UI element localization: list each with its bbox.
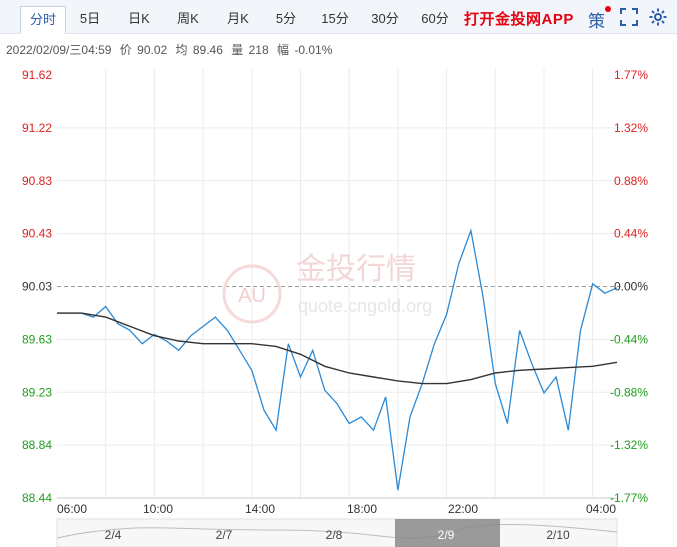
watermark-url: quote.cngold.org <box>298 296 432 316</box>
watermark: AU 金投行情 quote.cngold.org <box>222 252 432 324</box>
change-value: -0.01% <box>294 43 333 57</box>
x-axis: 06:00 10:00 14:00 18:00 22:00 04:00 <box>57 497 617 516</box>
strategy-button[interactable]: 策 <box>588 6 611 32</box>
tab-15min[interactable]: 15分 <box>321 11 349 26</box>
y-tick-label-right: -1.77% <box>610 491 648 505</box>
tab-5day[interactable]: 5日 <box>79 11 101 26</box>
y-tick-label-right: -0.44% <box>610 332 648 346</box>
gear-icon <box>649 8 667 26</box>
watermark-brand: 金投行情 <box>296 252 416 287</box>
tab-weekly-k[interactable]: 周K <box>177 11 199 26</box>
tab-30min[interactable]: 30分 <box>371 11 399 26</box>
y-tick-label-left: 90.03 <box>22 280 52 294</box>
settings-button[interactable] <box>648 7 668 32</box>
y-tick-label-right: 0.44% <box>614 227 648 241</box>
y-tick-label-right: 0.00% <box>614 280 648 294</box>
y-tick-label-left: 88.44 <box>22 491 52 505</box>
notification-dot-icon <box>605 6 611 12</box>
x-tick-label: 18:00 <box>347 502 377 516</box>
avg-label: 均 <box>175 43 188 57</box>
tab-monthly-k[interactable]: 月K <box>227 11 249 26</box>
fullscreen-button[interactable] <box>620 8 638 31</box>
watermark-logo-icon <box>222 264 282 324</box>
x-tick-label: 22:00 <box>448 502 478 516</box>
date-navigator[interactable]: 2/4 2/7 2/8 2/9 2/10 <box>56 518 618 547</box>
quote-info-row: 2022/02/09/三04:59 价 90.02 均 89.46 量 218 … <box>6 41 337 58</box>
y-tick-label-left: 91.22 <box>22 121 52 135</box>
timeframe-tab-bar: 分时 5日 日K 周K 月K 5分 15分 30分 60分 打开金投网APP 策 <box>0 0 677 34</box>
y-tick-label-right: 0.88% <box>614 174 648 188</box>
y-tick-label-right: -1.32% <box>610 438 648 452</box>
volume-value: 218 <box>248 43 269 57</box>
navigator-date-label: 2/10 <box>546 528 570 542</box>
navigator-date-label: 2/9 <box>438 528 455 542</box>
y-tick-label-left: 89.23 <box>22 385 52 399</box>
x-tick-label: 10:00 <box>143 502 173 516</box>
navigator-date-label: 2/4 <box>105 528 122 542</box>
navigator-track <box>56 518 618 547</box>
navigator-date-label: 2/7 <box>216 528 233 542</box>
x-tick-label: 04:00 <box>586 502 616 516</box>
volume-label: 量 <box>231 43 244 57</box>
x-tick-label: 14:00 <box>245 502 275 516</box>
y-axis-left: 91.62 91.22 90.83 90.43 90.03 89.63 89.23 88.84… <box>22 68 52 505</box>
y-tick-label-left: 90.43 <box>22 227 52 241</box>
price-value: 90.02 <box>137 43 168 57</box>
change-label: 幅 <box>276 43 289 57</box>
average-line <box>57 312 618 385</box>
y-tick-label-left: 89.63 <box>22 332 52 346</box>
y-tick-label-right: 1.77% <box>614 68 648 82</box>
tab-intraday[interactable]: 分时 <box>20 6 66 34</box>
avg-value: 89.46 <box>192 43 223 57</box>
strategy-icon: 策 <box>588 12 605 31</box>
price-line <box>57 228 618 491</box>
y-tick-label-left: 90.83 <box>22 174 52 188</box>
fullscreen-icon <box>620 8 638 26</box>
y-tick-label-right: 1.32% <box>614 121 648 135</box>
y-axis-right: 1.77% 1.32% 0.88% 0.44% 0.00% -0.44% -0.88% -1.… <box>610 68 648 505</box>
y-tick-label-left: 91.62 <box>22 68 52 82</box>
quote-datetime: 2022/02/09/三04:59 <box>6 43 112 57</box>
tab-5min[interactable]: 5分 <box>275 11 297 26</box>
navigator-selection <box>395 519 500 547</box>
intraday-price-chart[interactable]: AU 金投行情 quote.cngold.org 91.62 91.22 90.83… <box>0 60 677 547</box>
navigator-date-label: 2/8 <box>326 528 343 542</box>
watermark-logo-text: AU <box>238 285 266 307</box>
tab-60min[interactable]: 60分 <box>421 11 449 26</box>
price-label: 价 <box>119 43 132 57</box>
open-app-link[interactable]: 打开金投网APP <box>464 11 574 28</box>
tab-daily-k[interactable]: 日K <box>128 11 150 26</box>
x-tick-label: 06:00 <box>57 502 87 516</box>
y-tick-label-left: 88.84 <box>22 438 52 452</box>
y-tick-label-right: -0.88% <box>610 385 648 399</box>
chart-series <box>57 228 618 491</box>
